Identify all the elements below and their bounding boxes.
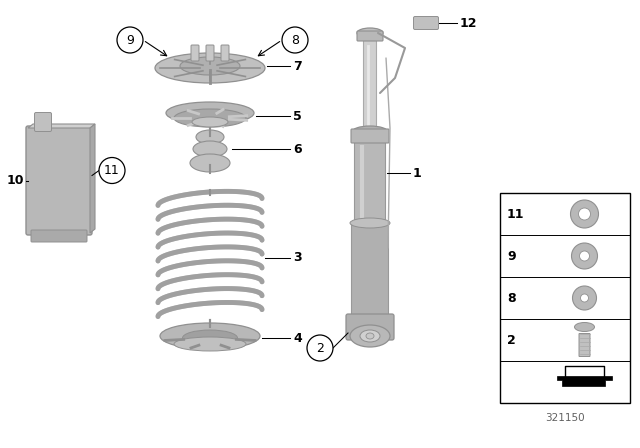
Circle shape bbox=[99, 158, 125, 184]
Text: 11: 11 bbox=[104, 164, 120, 177]
Ellipse shape bbox=[160, 323, 260, 349]
FancyBboxPatch shape bbox=[346, 314, 394, 340]
Ellipse shape bbox=[366, 333, 374, 339]
Polygon shape bbox=[557, 376, 611, 386]
Text: 2: 2 bbox=[316, 341, 324, 354]
Ellipse shape bbox=[180, 57, 240, 75]
Ellipse shape bbox=[174, 337, 246, 351]
FancyBboxPatch shape bbox=[31, 230, 87, 242]
Text: 9: 9 bbox=[507, 250, 516, 263]
Text: 10: 10 bbox=[6, 174, 24, 187]
Circle shape bbox=[570, 200, 598, 228]
Circle shape bbox=[307, 335, 333, 361]
Ellipse shape bbox=[196, 130, 224, 144]
Ellipse shape bbox=[192, 117, 228, 127]
FancyBboxPatch shape bbox=[351, 223, 388, 319]
Circle shape bbox=[117, 27, 143, 53]
Ellipse shape bbox=[166, 102, 254, 124]
Text: 12: 12 bbox=[460, 17, 477, 30]
Ellipse shape bbox=[350, 325, 390, 347]
Ellipse shape bbox=[190, 154, 230, 172]
Ellipse shape bbox=[575, 323, 595, 332]
Polygon shape bbox=[28, 124, 95, 128]
FancyBboxPatch shape bbox=[191, 45, 199, 61]
Ellipse shape bbox=[350, 218, 390, 228]
Ellipse shape bbox=[182, 330, 237, 346]
Ellipse shape bbox=[155, 53, 265, 83]
Circle shape bbox=[579, 208, 591, 220]
Text: 6: 6 bbox=[293, 142, 301, 155]
FancyBboxPatch shape bbox=[357, 31, 383, 41]
Text: 8: 8 bbox=[291, 34, 299, 47]
Text: 5: 5 bbox=[293, 109, 301, 122]
FancyBboxPatch shape bbox=[579, 333, 590, 357]
Ellipse shape bbox=[357, 28, 383, 38]
FancyBboxPatch shape bbox=[351, 129, 389, 143]
Text: 3: 3 bbox=[293, 251, 301, 264]
FancyBboxPatch shape bbox=[26, 126, 92, 235]
Circle shape bbox=[572, 243, 598, 269]
Circle shape bbox=[579, 251, 589, 261]
Text: 1: 1 bbox=[413, 167, 422, 180]
FancyBboxPatch shape bbox=[355, 142, 385, 224]
Polygon shape bbox=[90, 124, 95, 233]
FancyBboxPatch shape bbox=[221, 45, 229, 61]
Circle shape bbox=[282, 27, 308, 53]
Text: 2: 2 bbox=[507, 333, 516, 346]
Text: 7: 7 bbox=[293, 60, 301, 73]
Ellipse shape bbox=[360, 330, 380, 342]
Text: 9: 9 bbox=[126, 34, 134, 47]
Circle shape bbox=[573, 286, 596, 310]
Ellipse shape bbox=[193, 141, 227, 157]
FancyBboxPatch shape bbox=[413, 17, 438, 30]
Text: 4: 4 bbox=[293, 332, 301, 345]
Text: 321150: 321150 bbox=[545, 413, 585, 423]
Ellipse shape bbox=[352, 126, 388, 138]
Ellipse shape bbox=[174, 109, 246, 127]
FancyBboxPatch shape bbox=[206, 45, 214, 61]
Text: 8: 8 bbox=[507, 292, 516, 305]
Circle shape bbox=[580, 294, 589, 302]
FancyBboxPatch shape bbox=[364, 40, 376, 138]
FancyBboxPatch shape bbox=[35, 112, 51, 132]
FancyBboxPatch shape bbox=[500, 193, 630, 403]
Text: 11: 11 bbox=[507, 207, 525, 220]
